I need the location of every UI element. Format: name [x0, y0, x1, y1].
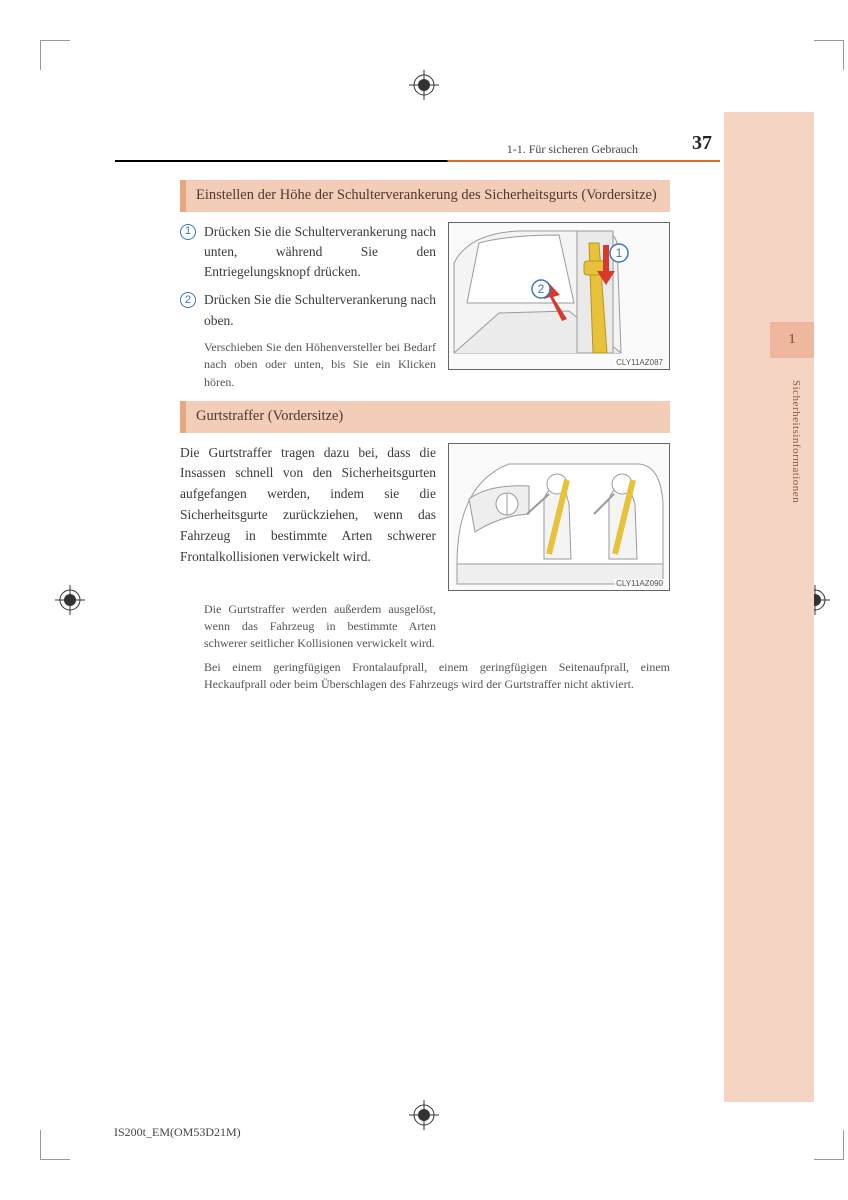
side-vertical-label: Sicherheitsinformationen: [790, 380, 802, 503]
section-heading-shoulder-anchor: Einstellen der Höhe der Schulterveranker…: [180, 180, 670, 212]
crop-mark-top-left: [40, 40, 70, 70]
figure-column-1: 1 2 CLY11AZ087: [448, 222, 670, 391]
step-text: Drücken Sie die Schulterveranke­rung nac…: [204, 290, 436, 331]
figure-pretensioner: CLY11AZ090: [448, 443, 670, 591]
chapter-tab: 1: [770, 322, 814, 358]
crop-mark-top-right: [814, 40, 844, 70]
step-note: Verschieben Sie den Höhenversteller bei …: [204, 339, 436, 391]
step-1: 1 Drücken Sie die Schulterveranke­rung n…: [180, 222, 436, 283]
step-number-icon: 2: [180, 292, 196, 308]
figure-column-2: CLY11AZ090: [448, 443, 670, 591]
section-row-1: 1 Drücken Sie die Schulterveranke­rung n…: [180, 222, 670, 391]
registration-mark-bottom: [409, 1100, 439, 1130]
step-2: 2 Drücken Sie die Schulterveranke­rung n…: [180, 290, 436, 331]
figure-shoulder-anchor: 1 2 CLY11AZ087: [448, 222, 670, 370]
text-column-1: 1 Drücken Sie die Schulterveranke­rung n…: [180, 222, 436, 391]
content-area: Einstellen der Höhe der Schulterveranker…: [180, 180, 670, 694]
registration-mark-left: [55, 585, 85, 615]
header-rule: [115, 160, 720, 162]
note-block-2: Bei einem geringfügigen Frontalaufprall,…: [204, 659, 670, 694]
footer-doc-code: IS200t_EM(OM53D21M): [114, 1125, 241, 1140]
header-section-label: 1-1. Für sicheren Gebrauch: [507, 142, 638, 157]
section-row-2: Die Gurtstraffer tragen dazu bei, dass d…: [180, 443, 670, 591]
section-heading-pretensioner: Gurtstraffer (Vordersitze): [180, 401, 670, 433]
step-number-icon: 1: [180, 224, 196, 240]
text-column-2: Die Gurtstraffer tragen dazu bei, dass d…: [180, 443, 436, 591]
page: 1 Sicherheitsinformationen 1-1. Für sich…: [0, 0, 848, 1200]
page-number: 37: [692, 132, 712, 155]
body-text: Die Gurtstraffer tragen dazu bei, dass d…: [180, 443, 436, 569]
note-block-1: Die Gurtstraffer werden außerdem aus­gel…: [204, 601, 436, 653]
step-text: Drücken Sie die Schulterveranke­rung nac…: [204, 222, 436, 283]
side-strip: [724, 112, 814, 1102]
crop-mark-bottom-left: [40, 1130, 70, 1160]
svg-text:2: 2: [538, 282, 545, 296]
figure-caption: CLY11AZ087: [614, 358, 665, 367]
crop-mark-bottom-right: [814, 1130, 844, 1160]
svg-text:1: 1: [616, 246, 623, 260]
figure-caption: CLY11AZ090: [614, 579, 665, 588]
registration-mark-top: [409, 70, 439, 100]
